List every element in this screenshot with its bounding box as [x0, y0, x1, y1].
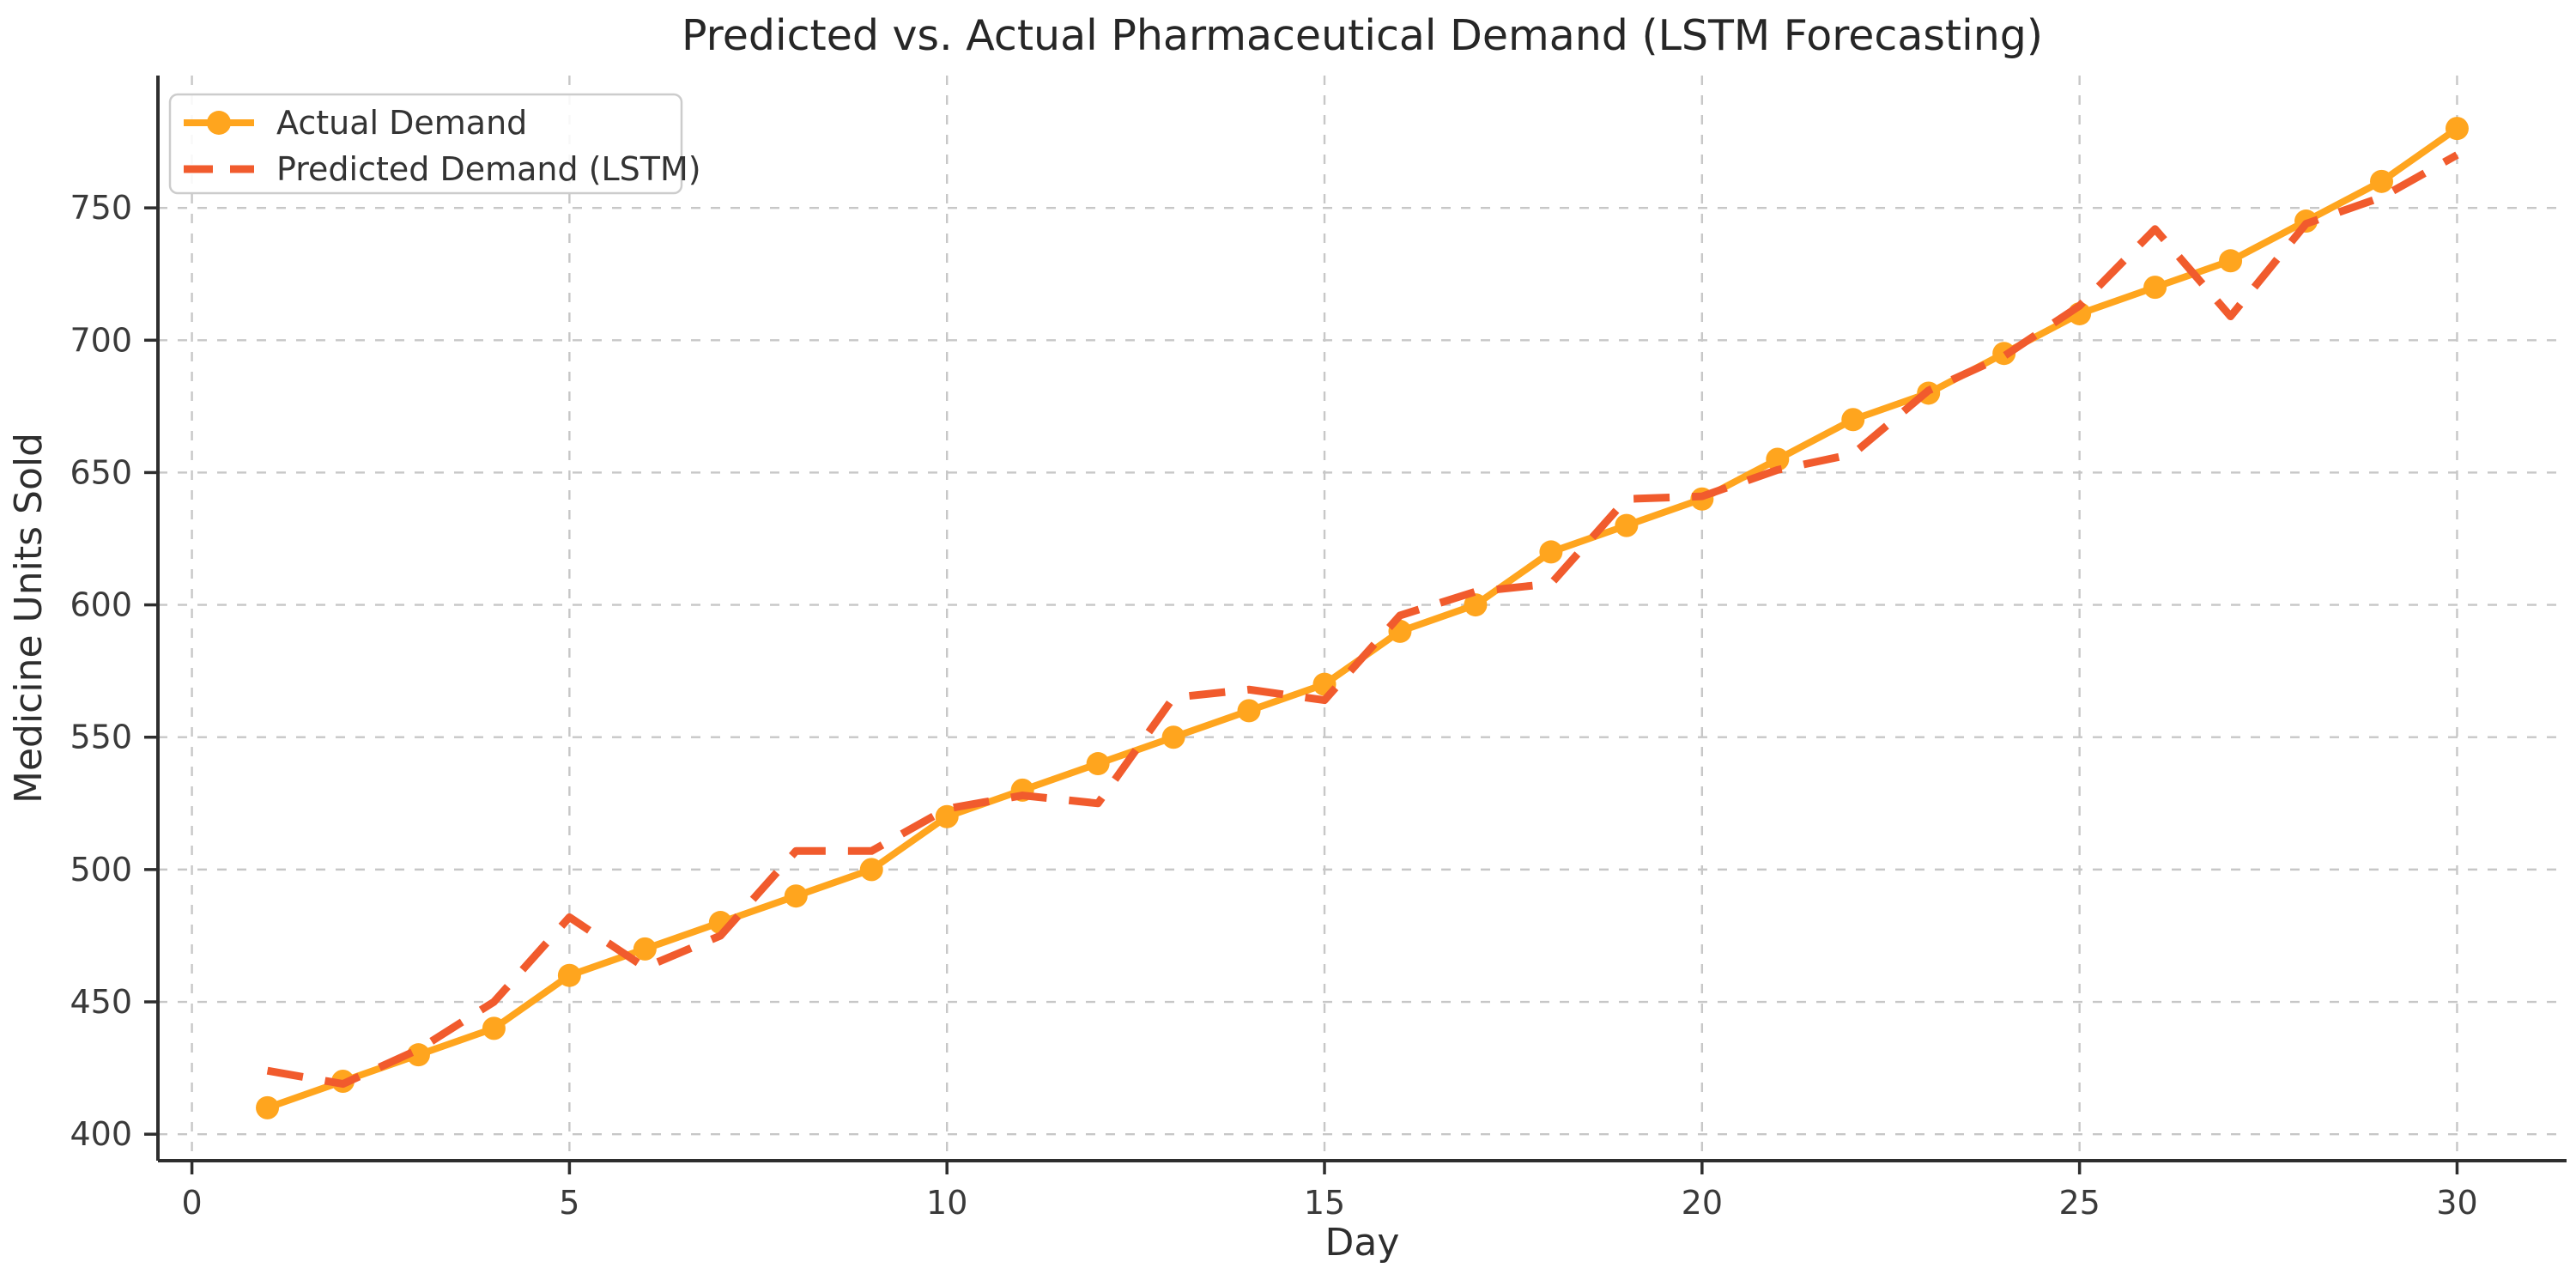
x-tick-label: 10	[926, 1184, 967, 1222]
chart-title: Predicted vs. Actual Pharmaceutical Dema…	[682, 11, 2043, 60]
y-tick-label: 700	[70, 321, 132, 359]
data-point-marker	[406, 1043, 430, 1067]
data-point-marker	[633, 937, 657, 961]
data-series	[256, 117, 2469, 1119]
y-tick-label: 600	[70, 586, 132, 624]
data-point-marker	[1237, 699, 1261, 723]
y-axis-label: Medicine Units Sold	[7, 433, 51, 804]
legend-label: Predicted Demand (LSTM)	[276, 150, 701, 188]
x-tick-label: 15	[1304, 1184, 1345, 1222]
y-tick-label: 650	[70, 453, 132, 491]
legend: Actual Demand Predicted Demand (LSTM)	[168, 93, 701, 195]
gridlines	[158, 76, 2567, 1161]
data-point-marker	[557, 963, 581, 987]
series-line-predicted	[266, 151, 2459, 1089]
y-tick-label: 550	[70, 719, 132, 756]
data-point-marker	[859, 858, 883, 882]
data-point-marker	[784, 884, 808, 908]
x-tick-label: 5	[559, 1184, 579, 1222]
y-tick-label: 450	[70, 983, 132, 1021]
data-point-marker	[2445, 117, 2469, 141]
legend-marker-icon	[207, 111, 231, 135]
data-point-marker	[2369, 169, 2393, 193]
data-point-marker	[2219, 249, 2243, 273]
x-tick-label: 0	[181, 1184, 202, 1222]
data-point-marker	[1841, 408, 1865, 432]
legend-box	[168, 93, 683, 195]
y-tick-label: 750	[70, 189, 132, 227]
x-tick-label: 30	[2436, 1184, 2477, 1222]
data-point-marker	[935, 804, 959, 828]
data-point-marker	[482, 1016, 506, 1040]
data-point-marker	[1464, 593, 1488, 617]
legend-label: Actual Demand	[276, 104, 527, 142]
x-tick-label: 25	[2058, 1184, 2100, 1222]
data-point-marker	[1766, 447, 1790, 471]
data-point-marker	[1539, 540, 1563, 564]
data-point-marker	[1086, 752, 1110, 776]
series-line-actual	[264, 124, 2461, 1112]
data-point-marker	[2143, 276, 2167, 300]
data-point-marker	[1615, 513, 1639, 537]
x-axis-label: Day	[1325, 1221, 1400, 1265]
y-tick-label: 500	[70, 851, 132, 889]
y-tick-label: 400	[70, 1115, 132, 1153]
axes: 400 450 500 550 600 650 700 750 0 5 10 15 20 25 30	[70, 76, 2567, 1222]
x-tick-label: 20	[1682, 1184, 1723, 1222]
data-point-marker	[1161, 725, 1185, 749]
data-point-marker	[256, 1095, 280, 1119]
